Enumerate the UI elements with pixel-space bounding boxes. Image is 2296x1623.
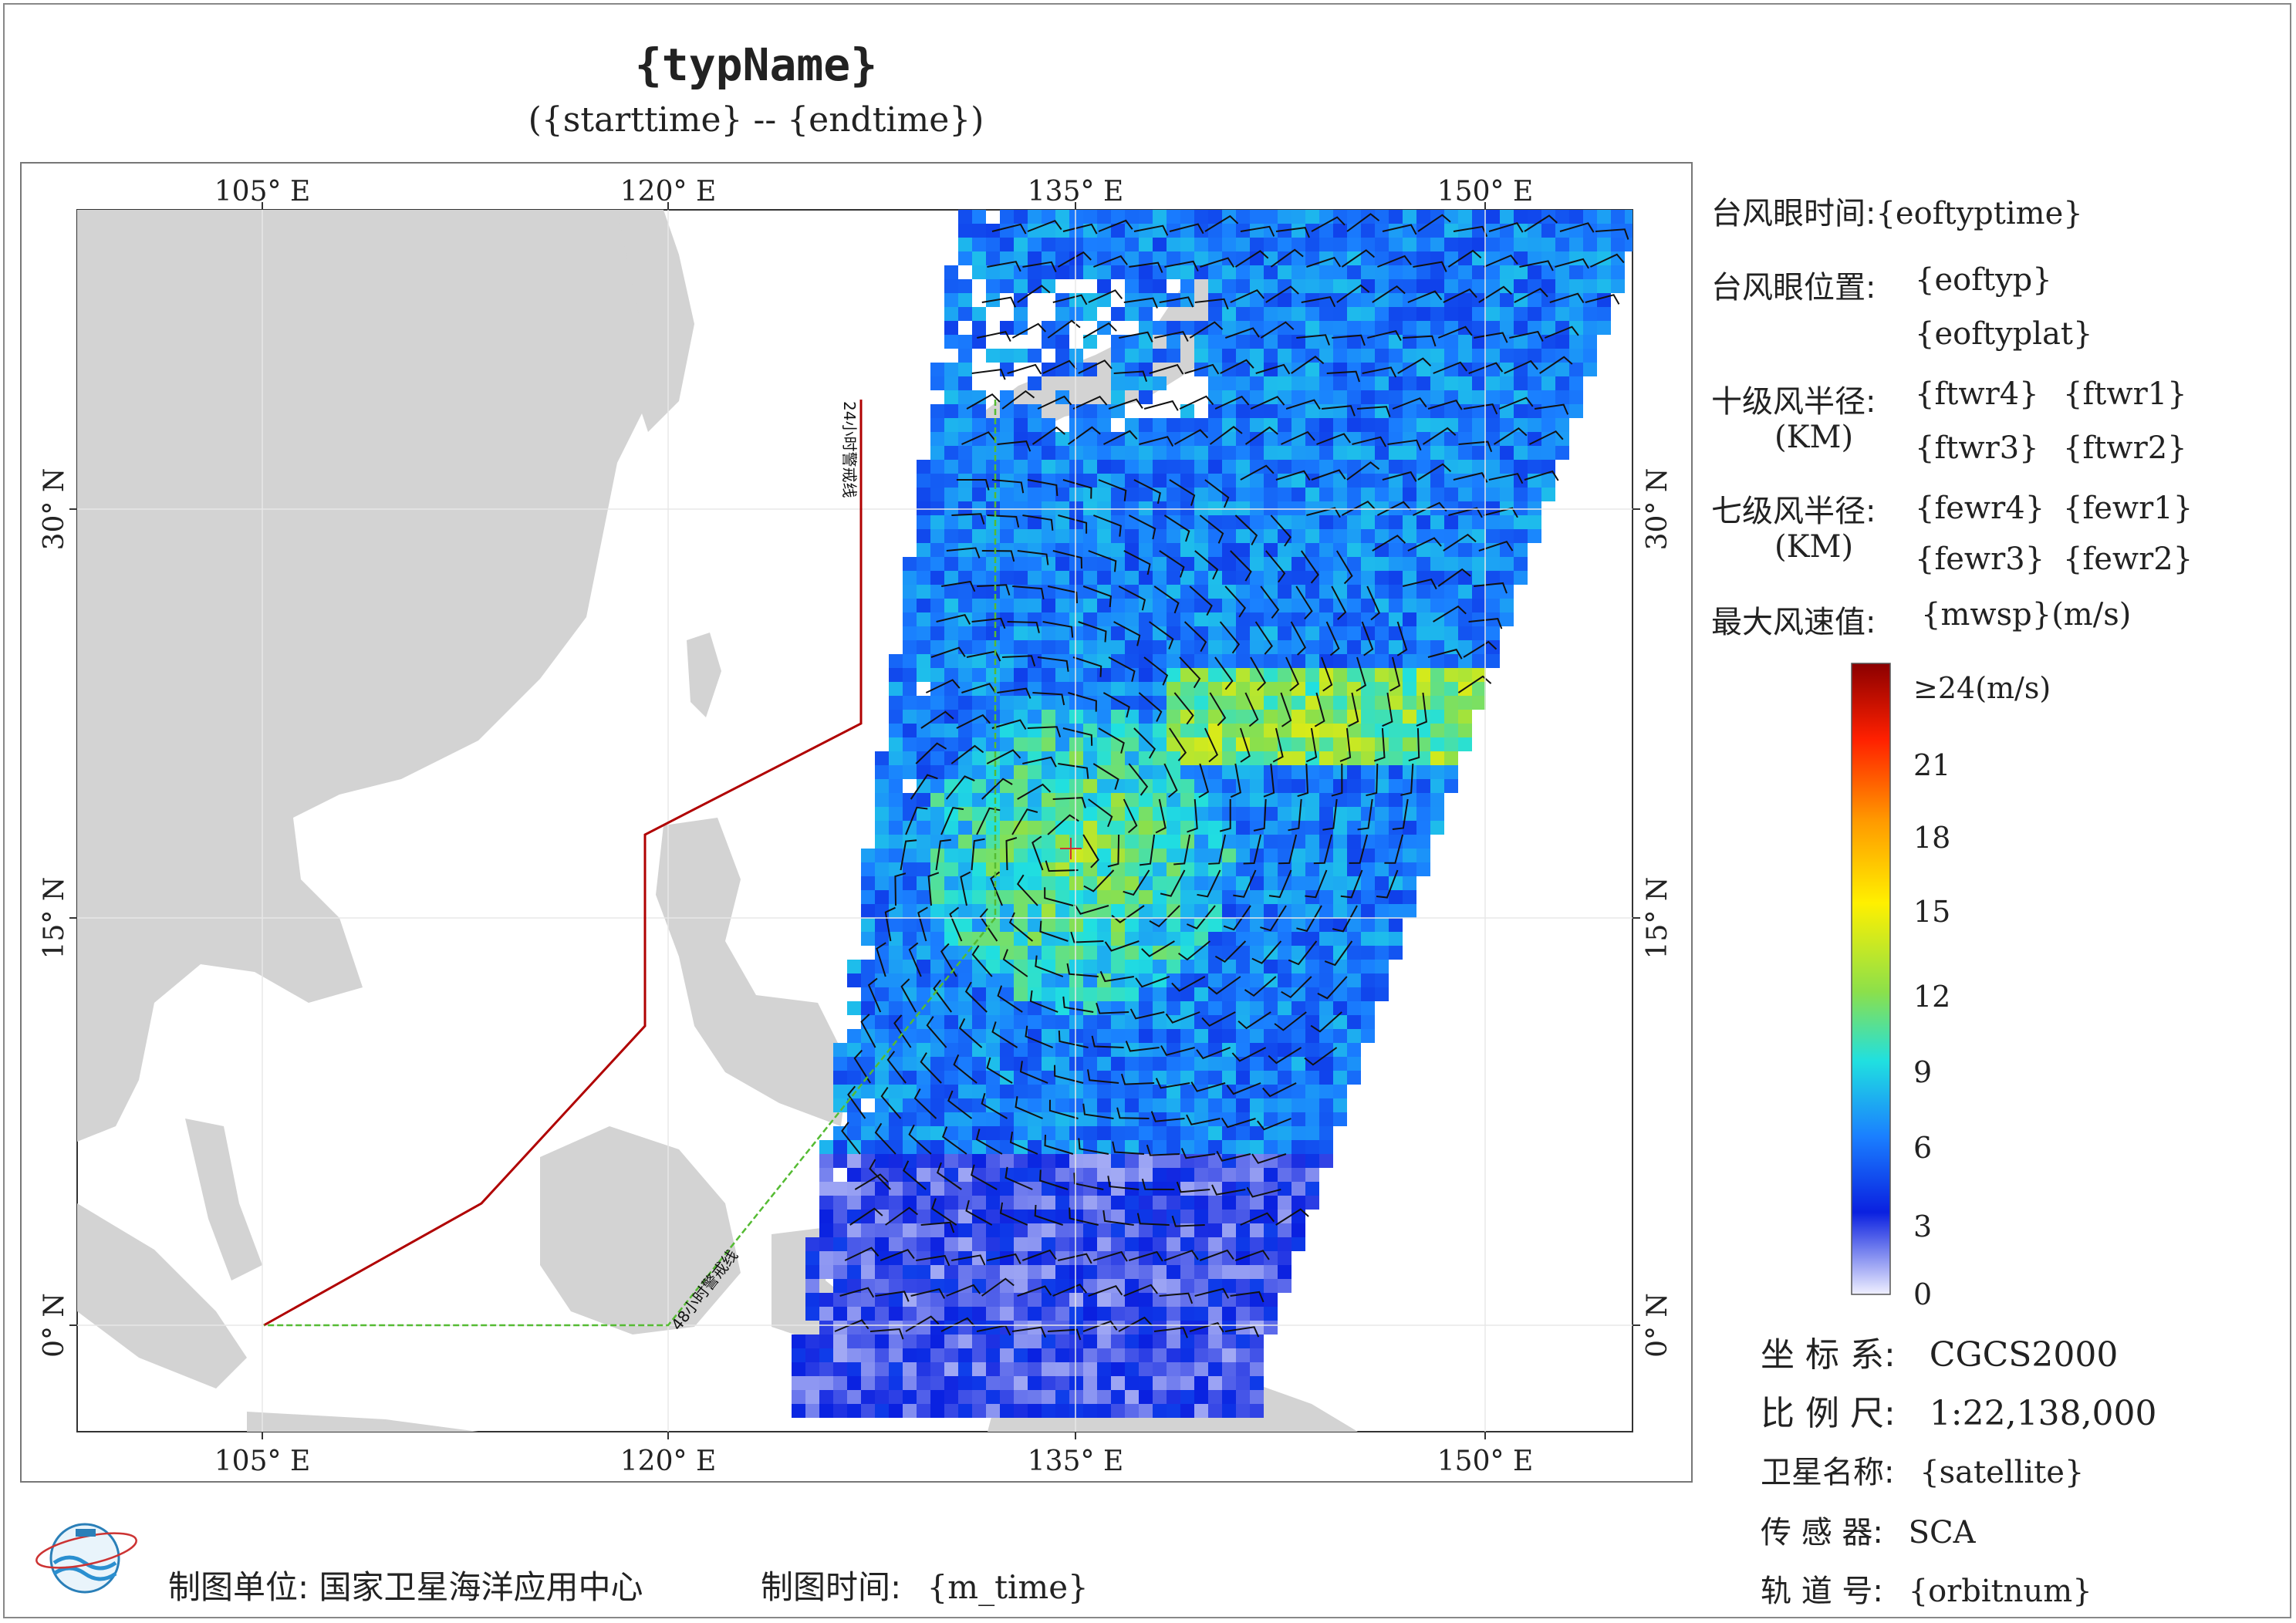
left-lat-label-30: 30° N	[39, 468, 70, 551]
r7-value-3: {fewr3}	[1915, 542, 2045, 577]
colorbar-label-18: 18	[1913, 821, 1951, 855]
crs-value: CGCS2000	[1929, 1335, 2119, 1375]
colorbar-label-24: ≥24(m/s)	[1913, 671, 2051, 705]
crs-row: 坐 标 系: CGCS2000	[1761, 1327, 2118, 1376]
r10-value-3: {ftwr3}	[1915, 430, 2039, 466]
bottom-lon-label-105: 105° E	[214, 1446, 310, 1477]
colorbar-label-3: 3	[1913, 1210, 1933, 1243]
r7-value-4: {fewr4}	[1915, 491, 2045, 526]
map-frame	[20, 162, 1693, 1483]
colorbar-label-9: 9	[1913, 1055, 1933, 1089]
scale-row: 比 例 尺: 1:22,138,000	[1761, 1385, 2157, 1435]
map-time-label: 制图时间:	[761, 1568, 902, 1606]
axis-ticks	[69, 202, 1640, 1439]
land-philippines	[656, 818, 849, 1126]
top-lon-label-105: 105° E	[214, 176, 310, 208]
eye-pos-value2: {eoftyplat}	[1915, 316, 2093, 352]
r10-unit: (KM)	[1774, 420, 1854, 455]
top-lon-label-135: 135° E	[1028, 176, 1123, 208]
land-taiwan	[687, 633, 721, 717]
r10-value-1: {ftwr1}	[2063, 376, 2187, 412]
sensor-value: SCA	[1908, 1515, 1976, 1550]
typhoon-center-marker	[1060, 838, 1082, 859]
producer-value: 国家卫星海洋应用中心	[319, 1568, 643, 1606]
colorbar-label-12: 12	[1913, 980, 1951, 1014]
right-lat-label-15: 15° N	[1642, 877, 1673, 960]
map-title: {typName}	[634, 39, 878, 91]
right-lat-label-30: 30° N	[1642, 468, 1673, 551]
orbit-label: 轨 道 号:	[1761, 1574, 1883, 1609]
colorbar-label-6: 6	[1913, 1131, 1933, 1165]
r7-label: 七级风半径:	[1711, 494, 1876, 529]
r7-unit: (KM)	[1774, 529, 1854, 565]
warning-line-24h	[263, 400, 863, 1327]
colorbar	[1851, 663, 1891, 1295]
max-wind-label: 最大风速值:	[1711, 605, 1876, 640]
r10-value-4: {ftwr4}	[1915, 376, 2039, 412]
scale-value: 1:22,138,000	[1929, 1394, 2157, 1433]
warning-line-48h	[264, 400, 997, 1327]
land-borneo	[540, 1126, 741, 1335]
top-lon-label-150: 150° E	[1437, 176, 1533, 208]
noaa-china-logo-icon	[35, 1523, 137, 1594]
max-wind-value: {mwsp}(m/s)	[1921, 597, 2132, 633]
top-lon-label-120: 120° E	[620, 176, 716, 208]
bottom-lon-label-135: 135° E	[1028, 1446, 1123, 1477]
wind-barb-layer	[834, 213, 1629, 1341]
r7-value-2: {fewr2}	[2063, 542, 2193, 577]
map-time-row: 制图时间: {m_time}	[761, 1561, 1089, 1608]
eye-time-label: 台风眼时间:	[1711, 196, 1876, 231]
land-malay-peninsula	[185, 1119, 262, 1281]
land-java	[247, 1412, 478, 1432]
r7-value-1: {fewr1}	[2063, 491, 2193, 526]
r10-label: 十级风半径:	[1711, 384, 1876, 420]
land-asia-mainland	[77, 210, 679, 1142]
sensor-label: 传 感 器:	[1761, 1515, 1883, 1550]
map-subtitle: ({starttime} -- {endtime})	[528, 100, 984, 140]
left-lat-label-15: 15° N	[39, 877, 70, 960]
producer-label: 制图单位:	[168, 1568, 309, 1606]
left-lat-label-0: 0° N	[39, 1293, 70, 1358]
eye-pos-value1: {eoftyp}	[1915, 262, 2052, 298]
satellite-row: 卫星名称: {satellite}	[1761, 1447, 2084, 1492]
land-korea	[617, 210, 694, 432]
land-sumatra	[77, 1203, 247, 1388]
crs-label: 坐 标 系:	[1761, 1335, 1896, 1375]
orbit-row: 轨 道 号: {orbitnum}	[1761, 1566, 2092, 1611]
warning-24h-label: 24小时警戒线	[840, 401, 859, 498]
eye-time-row: 台风眼时间:{eoftyptime}	[1711, 188, 2083, 233]
bottom-lon-label-120: 120° E	[620, 1446, 716, 1477]
eye-pos-label: 台风眼位置:	[1711, 270, 1876, 305]
eye-time-value: {eoftyptime}	[1876, 196, 2083, 231]
colorbar-label-0: 0	[1913, 1277, 1933, 1311]
colorbar-label-15: 15	[1913, 895, 1951, 929]
orbit-value: {orbitnum}	[1908, 1574, 2092, 1609]
sensor-row: 传 感 器: SCA	[1761, 1507, 1976, 1552]
satellite-label: 卫星名称:	[1761, 1455, 1895, 1490]
satellite-value: {satellite}	[1920, 1455, 2085, 1490]
page-border	[3, 3, 2291, 1618]
map-time-value: {m_time}	[927, 1568, 1089, 1606]
right-lat-label-0: 0° N	[1642, 1293, 1673, 1358]
colorbar-label-21: 21	[1913, 748, 1951, 782]
r10-value-2: {ftwr2}	[2063, 430, 2187, 466]
bottom-lon-label-150: 150° E	[1437, 1446, 1533, 1477]
scale-label: 比 例 尺:	[1761, 1394, 1896, 1433]
producer-row: 制图单位: 国家卫星海洋应用中心	[168, 1561, 643, 1608]
